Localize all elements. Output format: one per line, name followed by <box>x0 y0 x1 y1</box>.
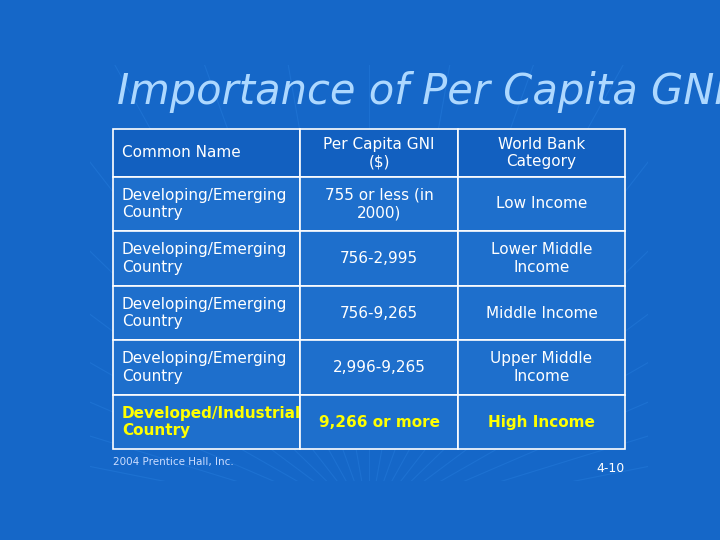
Bar <box>459 286 624 340</box>
Bar <box>114 231 300 286</box>
Bar <box>114 395 300 449</box>
Bar <box>459 340 624 395</box>
Text: Developing/Emerging
Country: Developing/Emerging Country <box>122 352 287 384</box>
Text: 2,996-9,265: 2,996-9,265 <box>333 360 426 375</box>
Text: Common Name: Common Name <box>122 145 240 160</box>
Text: Developing/Emerging
Country: Developing/Emerging Country <box>122 188 287 220</box>
Bar <box>300 340 459 395</box>
Text: Low Income: Low Income <box>496 197 588 212</box>
Text: 4-10: 4-10 <box>596 462 624 475</box>
Bar <box>300 129 459 177</box>
Bar <box>300 231 459 286</box>
Text: Developed/Industrial
Country: Developed/Industrial Country <box>122 406 301 438</box>
Text: World Bank
Category: World Bank Category <box>498 137 585 169</box>
Bar <box>114 129 300 177</box>
Text: High Income: High Income <box>488 415 595 430</box>
Bar <box>114 340 300 395</box>
Text: Upper Middle
Income: Upper Middle Income <box>490 352 593 384</box>
Bar <box>459 177 624 231</box>
Bar <box>300 286 459 340</box>
Bar <box>459 129 624 177</box>
Text: 755 or less (in
2000): 755 or less (in 2000) <box>325 188 433 220</box>
Text: 9,266 or more: 9,266 or more <box>319 415 440 430</box>
Bar <box>459 231 624 286</box>
Bar <box>114 177 300 231</box>
Text: Importance of Per Capita GNI: Importance of Per Capita GNI <box>117 71 720 113</box>
Bar <box>114 286 300 340</box>
Bar <box>300 395 459 449</box>
Bar <box>300 177 459 231</box>
Text: 2004 Prentice Hall, Inc.: 2004 Prentice Hall, Inc. <box>114 457 234 467</box>
Text: 756-9,265: 756-9,265 <box>340 306 418 321</box>
Bar <box>459 395 624 449</box>
Text: Per Capita GNI
($): Per Capita GNI ($) <box>323 137 435 169</box>
Text: Developing/Emerging
Country: Developing/Emerging Country <box>122 242 287 275</box>
Text: Developing/Emerging
Country: Developing/Emerging Country <box>122 297 287 329</box>
Text: Middle Income: Middle Income <box>485 306 598 321</box>
Text: Lower Middle
Income: Lower Middle Income <box>491 242 593 275</box>
Text: 756-2,995: 756-2,995 <box>340 251 418 266</box>
